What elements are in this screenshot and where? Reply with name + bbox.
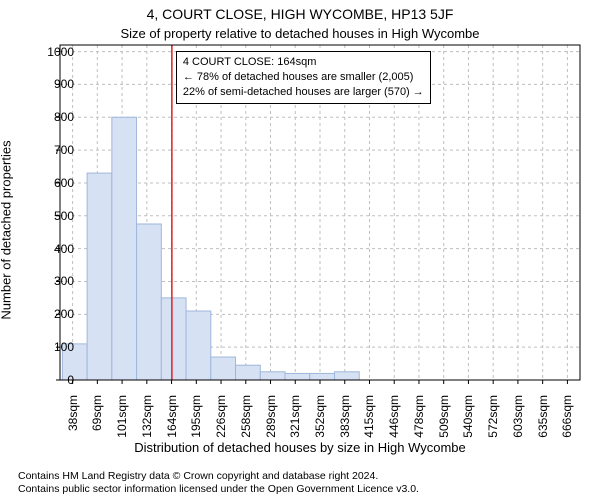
annotation-line-3: 22% of semi-detached houses are larger (… — [183, 85, 424, 100]
y-tick-label: 100 — [34, 340, 74, 354]
x-tick-label: 446sqm — [387, 395, 401, 438]
x-tick-label: 509sqm — [437, 395, 451, 438]
x-tick-label: 258sqm — [239, 395, 253, 438]
x-tick-label: 383sqm — [338, 395, 352, 438]
y-tick-label: 500 — [34, 209, 74, 223]
y-tick-label: 900 — [34, 77, 74, 91]
x-tick-label: 226sqm — [214, 395, 228, 438]
y-tick-label: 300 — [34, 274, 74, 288]
x-tick-label: 289sqm — [264, 395, 278, 438]
x-tick-label: 415sqm — [362, 395, 376, 438]
footer-line-2: Contains public sector information licen… — [18, 483, 419, 496]
x-tick-label: 195sqm — [189, 395, 203, 438]
y-tick-label: 700 — [34, 143, 74, 157]
y-axis-label: Number of detached properties — [0, 140, 14, 319]
footer-line-1: Contains HM Land Registry data © Crown c… — [18, 470, 419, 483]
x-tick-label: 321sqm — [288, 395, 302, 438]
y-tick-label: 800 — [34, 110, 74, 124]
x-tick-label: 69sqm — [90, 395, 104, 431]
annotation-line-1: 4 COURT CLOSE: 164sqm — [183, 55, 424, 70]
x-axis-label: Distribution of detached houses by size … — [0, 440, 600, 455]
x-tick-label: 603sqm — [511, 395, 525, 438]
x-tick-label: 540sqm — [461, 395, 475, 438]
x-tick-label: 164sqm — [165, 395, 179, 438]
x-tick-label: 352sqm — [313, 395, 327, 438]
x-tick-label: 101sqm — [115, 395, 129, 438]
x-tick-label: 635sqm — [536, 395, 550, 438]
x-tick-label: 132sqm — [140, 395, 154, 438]
y-tick-label: 600 — [34, 176, 74, 190]
chart-subtitle: Size of property relative to detached ho… — [0, 26, 600, 41]
x-tick-label: 666sqm — [560, 395, 574, 438]
annotation-line-2: ← 78% of detached houses are smaller (2,… — [183, 70, 424, 85]
x-tick-label: 38sqm — [66, 395, 80, 431]
y-tick-label: 200 — [34, 307, 74, 321]
chart-title: 4, COURT CLOSE, HIGH WYCOMBE, HP13 5JF — [0, 6, 600, 22]
footer-text: Contains HM Land Registry data © Crown c… — [18, 470, 419, 496]
y-tick-label: 400 — [34, 242, 74, 256]
x-tick-label: 572sqm — [486, 395, 500, 438]
annotation-box: 4 COURT CLOSE: 164sqm ← 78% of detached … — [176, 51, 431, 104]
y-tick-label: 1000 — [34, 45, 74, 59]
x-tick-label: 478sqm — [412, 395, 426, 438]
y-tick-label: 0 — [34, 373, 74, 387]
